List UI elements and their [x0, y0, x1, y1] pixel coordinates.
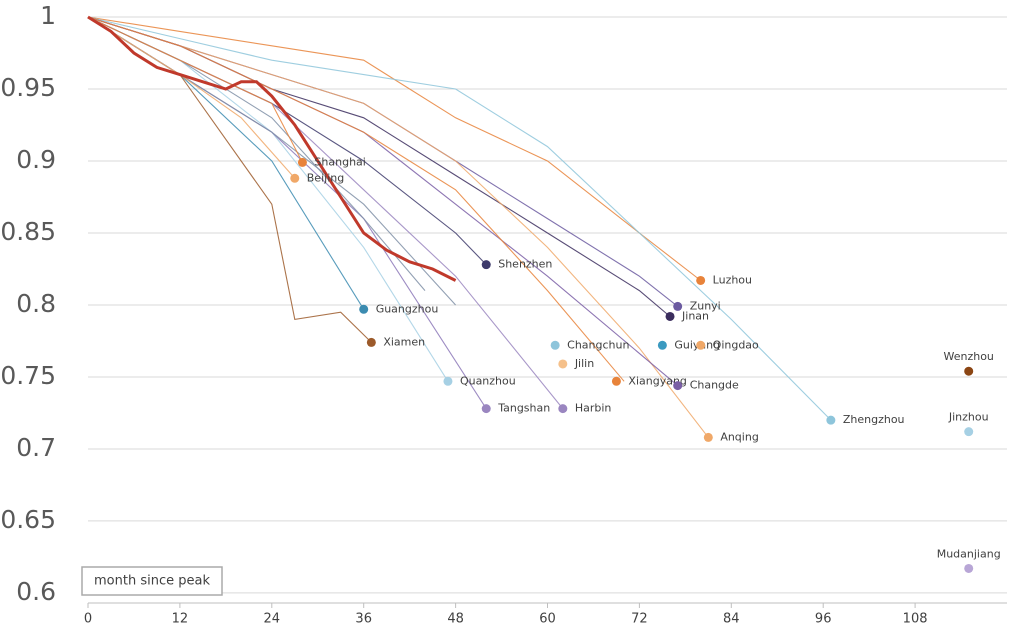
- point-label: Zhengzhou: [843, 413, 905, 426]
- point: [964, 427, 974, 437]
- x-tick-label: 0: [84, 612, 92, 627]
- x-tick-label: 60: [539, 612, 556, 627]
- line: [87, 16, 679, 307]
- point-label: Beijing: [307, 171, 344, 184]
- point-label: Zunyi: [690, 299, 721, 312]
- x-tick-label: 48: [447, 612, 464, 627]
- x-tick-label: 12: [172, 612, 189, 627]
- y-tick-label: 0.8: [16, 289, 56, 318]
- point-label: Xiamen: [383, 335, 425, 348]
- point-label: Qingdao: [713, 338, 759, 351]
- point: [696, 340, 706, 350]
- point-label: Jilin: [574, 357, 594, 370]
- point-label: Quanzhou: [460, 374, 516, 387]
- point: [826, 415, 836, 425]
- point: [558, 359, 568, 369]
- point-label: Tangshan: [497, 402, 550, 415]
- point-label: Shenzhen: [498, 258, 552, 271]
- point: [703, 432, 713, 442]
- point: [964, 366, 974, 376]
- x-tick-label: 84: [723, 612, 740, 627]
- point-label: Wenzhou: [943, 350, 993, 363]
- point-label: Luzhou: [713, 273, 752, 286]
- point: [481, 404, 491, 414]
- point: [366, 337, 376, 347]
- line: [87, 16, 296, 179]
- point-label: Guangzhou: [376, 302, 439, 315]
- line: [87, 16, 702, 281]
- y-tick-label: 0.6: [16, 577, 56, 606]
- y-tick-label: 0.75: [0, 361, 56, 390]
- line: [87, 15, 457, 282]
- point: [673, 381, 683, 391]
- line: [87, 16, 303, 163]
- point-label: Jinzhou: [948, 411, 989, 424]
- x-tick-label: 108: [903, 612, 928, 627]
- x-label-box: [81, 566, 223, 596]
- y-tick-label: 0.65: [0, 505, 56, 534]
- point: [673, 301, 683, 311]
- x-axis-title: month since peak: [94, 574, 210, 589]
- point: [359, 304, 369, 314]
- line: [87, 16, 709, 438]
- point: [665, 311, 675, 321]
- y-tick-label: 0.95: [0, 73, 56, 102]
- point: [481, 260, 491, 270]
- line: [87, 16, 426, 291]
- x-tick-label: 36: [355, 612, 372, 627]
- line: [87, 16, 832, 421]
- point-label: Mudanjiang: [937, 547, 1001, 560]
- x-tick-label: 96: [815, 612, 832, 627]
- y-tick-label: 1: [40, 1, 56, 30]
- point-label: Jinan: [681, 309, 709, 322]
- point: [611, 376, 621, 386]
- line: [87, 16, 625, 382]
- line: [87, 16, 487, 409]
- line: [87, 16, 564, 409]
- point-label: Anqing: [720, 430, 759, 443]
- y-tick-label: 0.85: [0, 217, 56, 246]
- point-label: Shanghai: [314, 155, 365, 168]
- point: [964, 563, 974, 573]
- point: [550, 340, 560, 350]
- point: [558, 404, 568, 414]
- y-tick-label: 0.9: [16, 145, 56, 174]
- point-label: Harbin: [575, 402, 612, 415]
- point-label: Xiangyang: [628, 374, 687, 387]
- y-tick-label: 0.7: [16, 433, 56, 462]
- point: [443, 376, 453, 386]
- x-tick-label: 24: [264, 612, 281, 627]
- point: [657, 340, 667, 350]
- point: [696, 275, 706, 285]
- point: [290, 173, 300, 183]
- point-label: Changchun: [567, 338, 629, 351]
- x-tick-label: 72: [631, 612, 648, 627]
- point-label: Changde: [690, 379, 739, 392]
- point: [297, 157, 307, 167]
